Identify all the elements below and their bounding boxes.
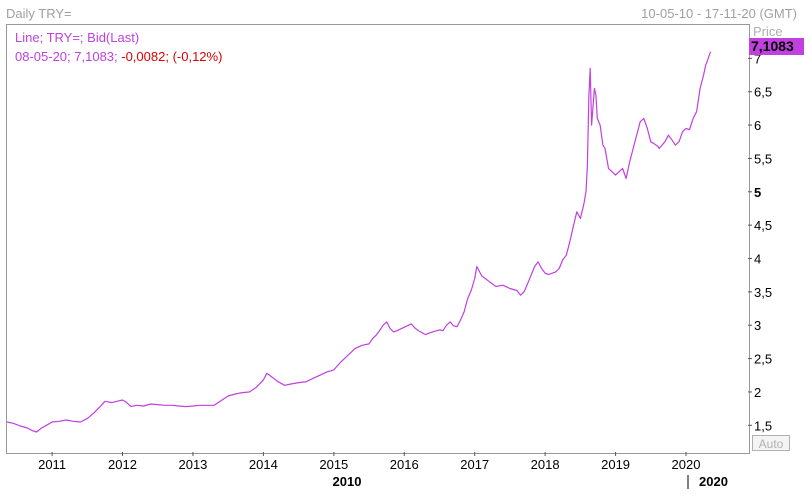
y-tick-label: 5,5 xyxy=(754,151,772,166)
series-line-0 xyxy=(6,51,712,433)
last-price-marker: 7,1083 xyxy=(749,38,804,55)
y-tick-label: 6,5 xyxy=(754,85,772,100)
y-tick-label: 4,5 xyxy=(754,218,772,233)
auto-scale-button[interactable]: Auto xyxy=(752,435,790,451)
y-tick-label: 2,5 xyxy=(754,352,772,367)
x-tick-label: 2017 xyxy=(460,457,489,472)
plot-area[interactable] xyxy=(6,24,750,454)
legend-date-value: 08-05-20; 7,1083; xyxy=(15,49,122,64)
chart-title: Daily TRY= xyxy=(6,6,72,21)
y-tick-label: 7 xyxy=(754,51,761,66)
x-tick-label: 2013 xyxy=(178,457,207,472)
x-tick-label: 2015 xyxy=(319,457,348,472)
x-tick-label: 2018 xyxy=(531,457,560,472)
y-tick-label: 2 xyxy=(754,385,761,400)
y-tick-label: 3 xyxy=(754,318,761,333)
x-decade-label: 2010 xyxy=(333,474,362,489)
legend-series: Line; TRY=; Bid(Last) xyxy=(15,30,140,45)
x-tick-label: 2014 xyxy=(249,457,278,472)
y-tick-label: 4 xyxy=(754,252,761,267)
price-axis-label: Price xyxy=(753,24,783,39)
x-decade-label: 2020 xyxy=(699,474,728,489)
x-tick-label: 2020 xyxy=(672,457,701,472)
y-tick-label: 6 xyxy=(754,118,761,133)
x-tick-label: 2011 xyxy=(38,457,66,472)
x-tick-label: 2016 xyxy=(390,457,419,472)
y-tick-label: 5 xyxy=(754,185,761,200)
date-range: 10-05-10 - 17-11-20 (GMT) xyxy=(641,6,797,21)
y-tick-label: 1,5 xyxy=(754,418,772,433)
legend-last-point: 08-05-20; 7,1083; -0,0082; (-0,12%) xyxy=(15,49,222,64)
y-tick-label: 3,5 xyxy=(754,285,772,300)
x-tick-label: 2012 xyxy=(108,457,137,472)
legend-change: -0,0082; (-0,12%) xyxy=(121,49,223,64)
x-tick-label: 2019 xyxy=(601,457,630,472)
